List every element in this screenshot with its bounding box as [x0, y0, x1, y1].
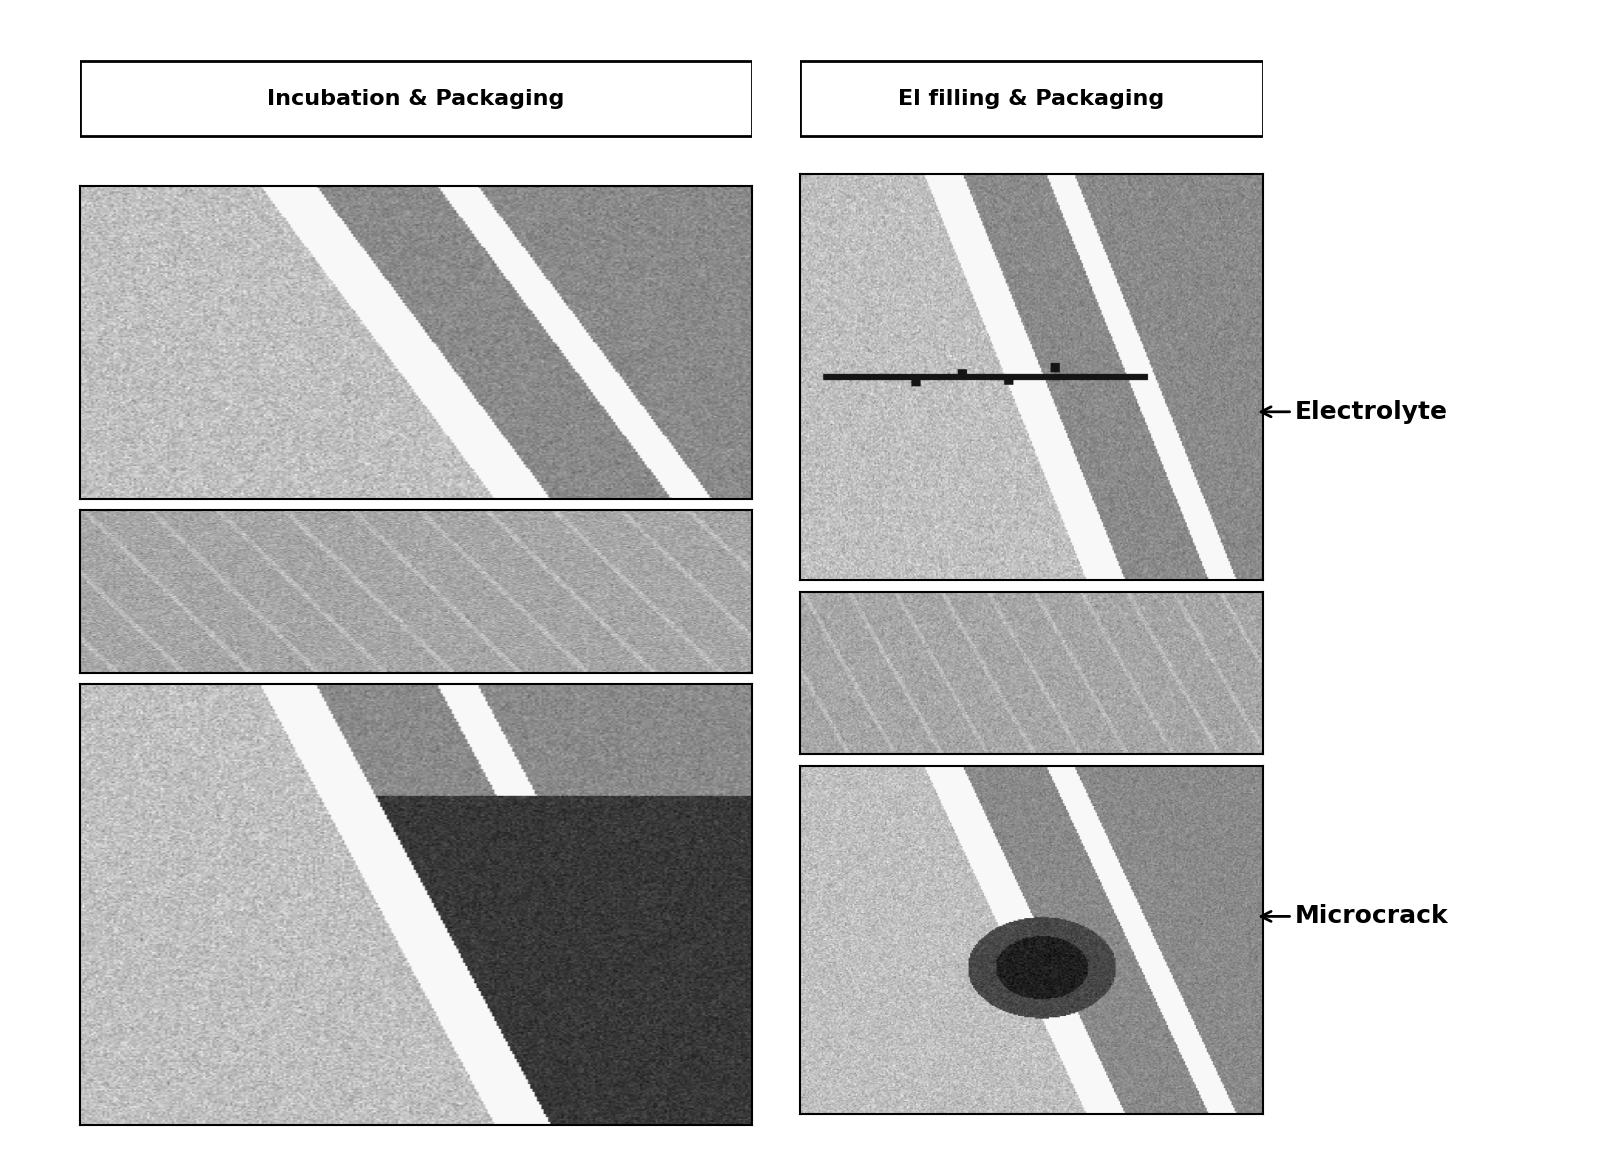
FancyBboxPatch shape [80, 61, 752, 136]
Text: El filling & Packaging: El filling & Packaging [899, 88, 1164, 109]
Text: Electrolyte: Electrolyte [1262, 400, 1449, 423]
Text: Incubation & Packaging: Incubation & Packaging [267, 88, 564, 109]
FancyBboxPatch shape [800, 61, 1263, 136]
Text: Microcrack: Microcrack [1262, 905, 1449, 928]
